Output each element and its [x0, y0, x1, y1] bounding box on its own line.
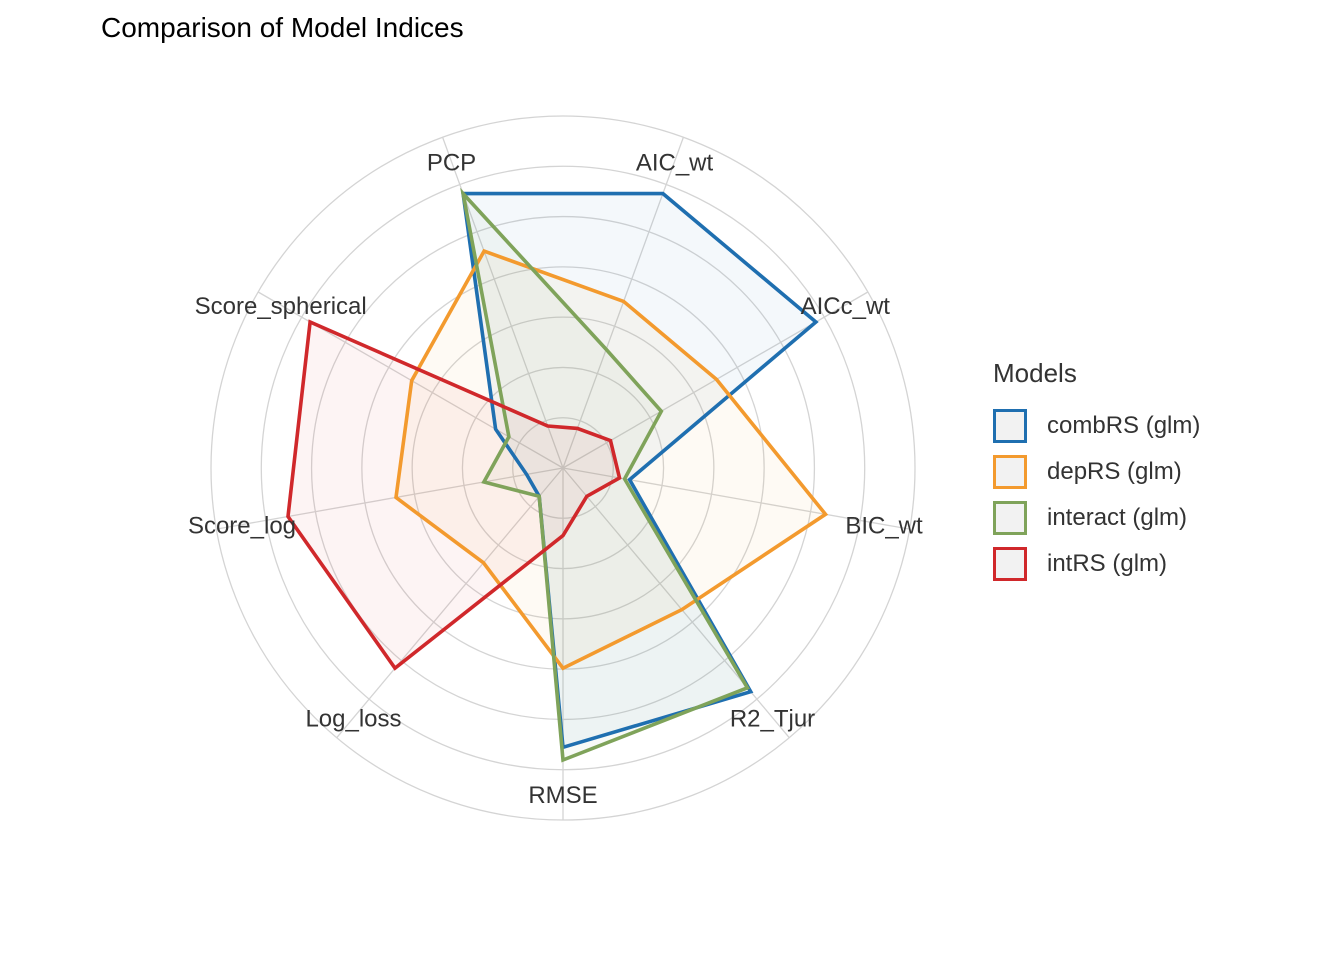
series-fill-intrs	[288, 322, 620, 669]
legend-key-interact	[993, 501, 1027, 535]
legend: Models combRS (glm) depRS (glm) interact…	[993, 358, 1200, 587]
series-line-interact	[460, 187, 751, 763]
series-lines	[286, 187, 829, 763]
legend-title: Models	[993, 358, 1077, 388]
grid-spoke-score_log	[216, 467, 564, 530]
axis-label-aic_wt: AIC_wt	[636, 150, 714, 177]
legend-label-combrs: combRS (glm)	[1047, 412, 1201, 439]
series-line-combrs	[461, 191, 819, 750]
legend-key-intrs	[993, 547, 1027, 581]
axis-labels: PCP AIC_wt AICc_wt BIC_wt R2_Tjur RMSE Log_los…	[188, 150, 923, 809]
axis-label-aicc_wt: AICc_wt	[801, 293, 891, 320]
legend-item-interact: interact (glm)	[993, 495, 1200, 541]
legend-item-intrs: intRS (glm)	[993, 541, 1200, 587]
legend-label-interact: interact (glm)	[1047, 504, 1188, 531]
legend-label-intrs: intRS (glm)	[1047, 550, 1168, 577]
chart-title: Comparison of Model Indices	[101, 12, 464, 43]
legend-key-deprs	[993, 455, 1027, 489]
series-line-deprs	[394, 248, 829, 671]
grid-spoke-log_loss	[336, 467, 564, 739]
axis-label-rmse: RMSE	[528, 782, 597, 809]
series-fill-deprs	[396, 251, 826, 669]
axis-label-score_spherical: Score_spherical	[195, 293, 367, 320]
axis-label-bic_wt: BIC_wt	[845, 513, 923, 540]
legend-item-combrs: combRS (glm)	[993, 403, 1200, 449]
axis-label-r2_tjur: R2_Tjur	[730, 706, 815, 733]
axis-label-log_loss: Log_loss	[305, 706, 401, 733]
legend-label-deprs: depRS (glm)	[1047, 458, 1182, 485]
axis-label-score_log: Score_log	[188, 513, 296, 540]
legend-key-combrs	[993, 409, 1027, 443]
axis-label-pcp: PCP	[427, 150, 476, 177]
series-fill-interact	[463, 193, 748, 761]
series-line-intrs	[286, 319, 622, 671]
legend-item-deprs: depRS (glm)	[993, 449, 1200, 495]
